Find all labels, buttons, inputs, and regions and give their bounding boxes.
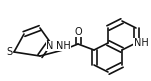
Text: NH: NH (134, 38, 148, 48)
Text: S: S (6, 47, 12, 57)
Text: NH: NH (56, 41, 70, 51)
Text: N: N (46, 41, 54, 51)
Text: O: O (74, 27, 82, 37)
